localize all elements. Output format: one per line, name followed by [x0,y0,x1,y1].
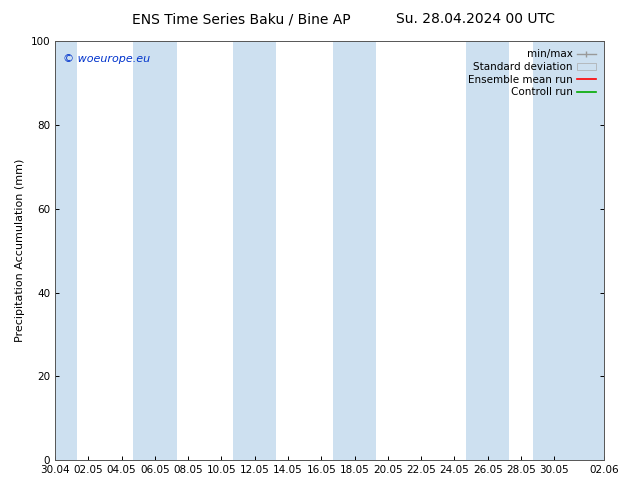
Bar [333,41,376,460]
Legend: min/max, Standard deviation, Ensemble mean run, Controll run: min/max, Standard deviation, Ensemble me… [465,46,599,100]
Text: © woeurope.eu: © woeurope.eu [63,53,150,64]
Y-axis label: Precipitation Accumulation (mm): Precipitation Accumulation (mm) [15,159,25,343]
Text: Su. 28.04.2024 00 UTC: Su. 28.04.2024 00 UTC [396,12,555,26]
Bar [466,41,509,460]
Bar [233,41,276,460]
Bar [133,41,176,460]
Text: ENS Time Series Baku / Bine AP: ENS Time Series Baku / Bine AP [132,12,350,26]
Bar [50,41,77,460]
Bar [533,41,609,460]
